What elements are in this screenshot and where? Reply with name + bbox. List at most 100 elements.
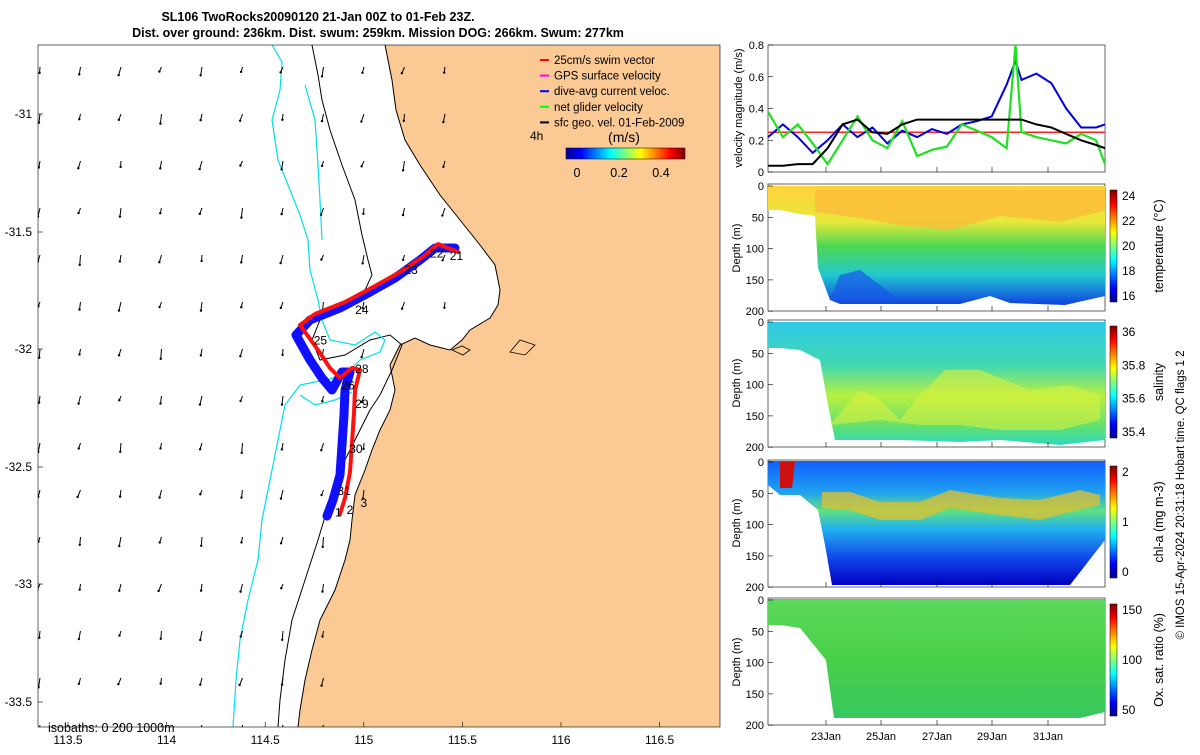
temperature-colorbar-tick: 20	[1122, 239, 1136, 253]
legend-label: 25cm/s swim vector	[554, 55, 655, 67]
salinity-colorbar-label: salinity	[1152, 362, 1166, 401]
velocity-y-tick-label: 0.2	[749, 135, 764, 147]
velocity-arrow-head	[119, 166, 121, 168]
velocity-y-tick-label: 0.4	[749, 104, 764, 116]
map-y-axis: -31-31.5-32-32.5-33-33.5	[5, 107, 43, 709]
velocity-arrow-head	[38, 72, 40, 74]
velocity-arrow-head	[160, 638, 162, 640]
velocity-arrow-head	[239, 400, 241, 402]
track-day-label: 22	[430, 247, 444, 261]
velocity-arrow-head	[159, 447, 161, 449]
depth-tick-label: 150	[746, 551, 764, 563]
depth-tick-label: 150	[746, 689, 764, 701]
velocity-arrow-head	[240, 261, 242, 263]
depth-tick-label: 50	[752, 348, 764, 360]
track-day-label: 29	[355, 397, 369, 411]
velocity-y-tick-label: 0.6	[749, 72, 764, 84]
velocity-arrow-head	[199, 74, 201, 76]
velocity-arrow-head	[37, 731, 39, 733]
oxygen-colorbar-tick: 150	[1122, 603, 1142, 617]
depth-tick-label: 100	[746, 658, 764, 670]
velocity-arrow-head	[238, 684, 240, 686]
velocity-arrow-head	[118, 354, 120, 356]
depth-tick-label: 0	[758, 595, 764, 607]
velocity-arrow-head	[443, 307, 445, 309]
legend-label: GPS surface velocity	[554, 71, 661, 83]
velocity-arrow-head	[199, 684, 201, 686]
velocity-arrow-head	[76, 496, 78, 498]
velocity-arrow-head	[239, 590, 241, 592]
colorbar-title: (m/s)	[608, 129, 640, 145]
velocity-arrow-head	[200, 309, 202, 311]
velocity-arrow-head	[281, 683, 283, 685]
velocity-arrow-head	[362, 213, 364, 215]
track-day-label: 24	[355, 303, 369, 317]
velocity-arrow-head	[158, 70, 160, 72]
velocity-arrow-head	[280, 733, 282, 735]
velocity-arrow-head	[239, 119, 241, 121]
map-y-tick-label: -33.5	[5, 695, 33, 709]
chla-colorbar-tick: 1	[1122, 515, 1129, 529]
velocity-arrow-head	[281, 639, 283, 641]
velocity-arrow-head	[401, 72, 403, 74]
depth-tick-label: 0	[758, 317, 764, 329]
velocity-arrow-head	[322, 546, 324, 548]
map-x-tick-label: 115	[354, 733, 373, 747]
legend-label: net glider velocity	[554, 102, 643, 114]
velocity-arrow-head	[321, 75, 323, 77]
velocity-arrow-head	[200, 260, 202, 262]
oxygen-colorbar-tick: 100	[1122, 653, 1142, 667]
velocity-arrow-head	[361, 72, 363, 74]
day-tick-label: 25Jan	[866, 731, 896, 743]
oxygen-panel: Depth (m)	[731, 598, 1105, 725]
velocity-arrow-head	[119, 451, 121, 453]
velocity-ylabel: velocity magnitude (m/s)	[733, 48, 745, 167]
velocity-arrow-head	[403, 120, 405, 122]
depth-tick-label: 100	[746, 380, 764, 392]
velocity-arrow-head	[240, 541, 242, 543]
salinity-colorbar-tick: 36	[1122, 325, 1136, 339]
velocity-arrow-head	[280, 542, 282, 544]
velocity-arrow-head	[78, 588, 80, 590]
velocity-arrow-head	[200, 589, 202, 591]
map-title-line2: Dist. over ground: 236km. Dist. swum: 25…	[132, 26, 624, 40]
velocity-arrow-head	[160, 358, 162, 360]
chla-colorbar-tick: 2	[1122, 465, 1129, 479]
map-y-tick-label: -31	[15, 107, 33, 121]
track-day-label: 26	[341, 378, 355, 392]
velocity-arrow-head	[199, 403, 201, 405]
velocity-arrow-head	[77, 212, 79, 214]
velocity-arrow-head	[281, 403, 283, 405]
velocity-arrow-head	[198, 168, 200, 170]
temperature-panel: Depth (m)	[731, 184, 1105, 311]
velocity-arrow-head	[118, 119, 120, 121]
colorbar-tick-label: 0.2	[610, 166, 627, 180]
day-tick-label: 23Jan	[811, 731, 841, 743]
velocity-arrow-head	[118, 634, 120, 636]
depth-tick-label: 100	[746, 244, 764, 256]
map-x-tick-label: 114.5	[251, 733, 280, 747]
velocity-arrow-head	[321, 165, 323, 167]
map-y-tick-label: -33	[15, 577, 33, 591]
velocity-arrow-head	[321, 120, 323, 122]
velocity-arrow-head	[117, 683, 119, 685]
velocity-arrow-head	[37, 540, 39, 542]
oxygen-colorbar	[1110, 604, 1117, 716]
velocity-arrow-head	[402, 214, 404, 216]
velocity-arrow-head	[321, 590, 323, 592]
depth-tick-label: 50	[752, 488, 764, 500]
velocity-arrow-head	[199, 213, 201, 215]
chla-colorbar-tick: 0	[1122, 565, 1129, 579]
depth-tick-label: 0	[758, 181, 764, 193]
velocity-arrow-head	[77, 167, 79, 169]
speed-colorbar	[566, 148, 685, 159]
map-x-tick-label: 115.5	[448, 733, 477, 747]
temperature-colorbar-label: temperature (°C)	[1152, 199, 1166, 292]
velocity-arrow-head	[200, 354, 202, 356]
velocity-panel: 00.20.40.60.8 velocity magnitude (m/s)	[733, 40, 1105, 179]
depth-tick-label: 50	[752, 212, 764, 224]
velocity-arrow-head	[240, 71, 242, 73]
velocity-y-tick-label: 0	[758, 167, 764, 179]
